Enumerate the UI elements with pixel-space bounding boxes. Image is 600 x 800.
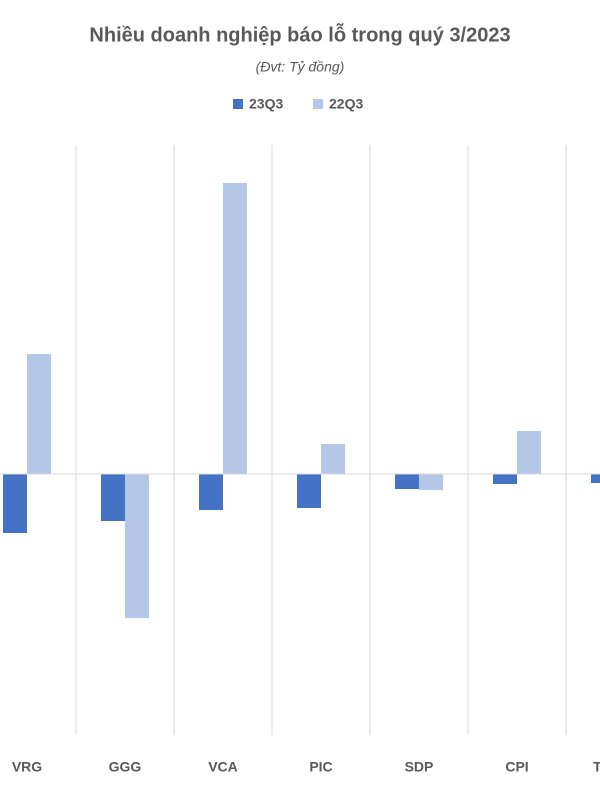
x-tick-label: PIC	[309, 759, 332, 775]
bar	[297, 474, 321, 508]
legend-label: 23Q3	[249, 96, 283, 112]
legend-label: 22Q3	[329, 96, 363, 112]
legend-swatch	[313, 99, 323, 109]
x-tick-label: VRG	[12, 759, 42, 775]
bar	[27, 354, 51, 474]
bar	[493, 474, 517, 484]
bar	[395, 474, 419, 489]
bar	[223, 183, 247, 474]
bar	[3, 474, 27, 533]
chart-subtitle: (Đvt: Tỷ đồng)	[256, 59, 345, 75]
bar	[517, 431, 541, 474]
bar	[101, 474, 125, 521]
x-tick-label: SDP	[405, 759, 434, 775]
bar	[199, 474, 223, 510]
legend-swatch	[233, 99, 243, 109]
x-tick-label: CPI	[505, 759, 528, 775]
x-tick-label: VCA	[208, 759, 238, 775]
bar	[321, 444, 345, 474]
x-tick-label: T	[593, 759, 600, 775]
bar	[125, 474, 149, 618]
bar	[419, 474, 443, 490]
bar	[591, 474, 600, 483]
x-tick-label: GGG	[109, 759, 142, 775]
chart-title: Nhiều doanh nghiệp báo lỗ trong quý 3/20…	[89, 22, 510, 46]
